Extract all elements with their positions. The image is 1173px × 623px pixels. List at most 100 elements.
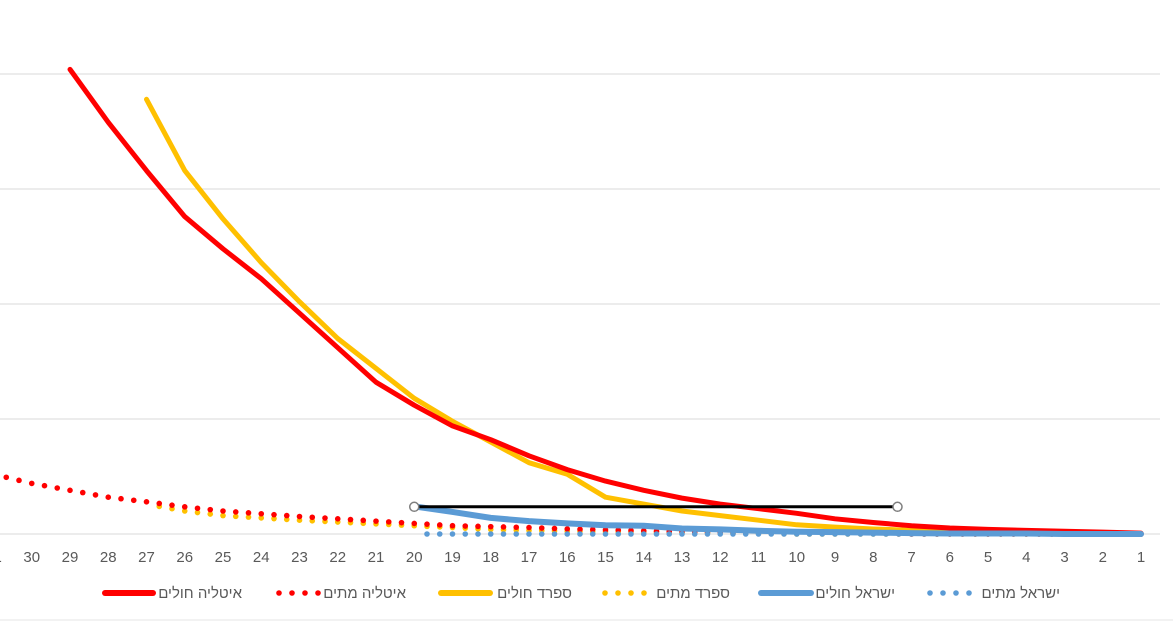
legend-marker xyxy=(953,590,959,596)
data-point xyxy=(360,517,367,524)
legend-marker xyxy=(602,590,608,596)
data-point xyxy=(105,494,112,501)
annotation-handle[interactable] xyxy=(409,501,420,513)
x-tick-label: 23 xyxy=(291,549,308,566)
data-point xyxy=(169,502,175,508)
legend-label: ישראל חולים xyxy=(815,585,895,602)
legend-marker xyxy=(966,590,972,596)
data-point xyxy=(296,513,303,520)
data-point xyxy=(513,524,520,531)
data-point xyxy=(475,523,481,530)
legend-item[interactable]: ישראל מתים xyxy=(927,585,1060,602)
legend-label: ישראל מתים xyxy=(981,585,1060,602)
data-point xyxy=(487,531,494,537)
data-point xyxy=(16,477,22,484)
legend: ישראל מתים ישראל חולים ספרד מתים ספרד חולים… xyxy=(102,585,1060,602)
data-point xyxy=(309,514,316,521)
data-point xyxy=(54,485,61,491)
data-point xyxy=(500,524,507,530)
data-point xyxy=(577,526,583,533)
data-point xyxy=(513,531,520,537)
data-point xyxy=(666,531,673,537)
legend-item[interactable]: איטליה מתים xyxy=(276,585,407,602)
data-point xyxy=(232,509,239,515)
legend-marker xyxy=(315,590,321,596)
data-point xyxy=(551,531,558,537)
x-tick-label: 29 xyxy=(62,549,79,566)
legend-label: ספרד חולים xyxy=(497,585,572,602)
data-point xyxy=(436,531,443,537)
data-point xyxy=(551,525,558,532)
x-tick-label: 12 xyxy=(712,549,729,566)
data-point xyxy=(398,519,405,526)
data-point xyxy=(232,513,239,520)
data-point xyxy=(526,531,532,537)
data-point xyxy=(28,480,35,487)
x-tick-label: 3 xyxy=(1060,549,1068,566)
data-point xyxy=(615,527,622,533)
data-point xyxy=(258,515,265,521)
legend-item[interactable]: ספרד מתים xyxy=(602,585,730,602)
data-point xyxy=(79,489,86,496)
x-tick-label: 7 xyxy=(907,549,915,566)
data-point xyxy=(130,497,137,504)
data-point xyxy=(220,512,226,519)
data-point xyxy=(424,531,430,537)
x-tick-label: 22 xyxy=(329,549,346,566)
data-point xyxy=(424,521,430,527)
x-tick-label: 2 xyxy=(1099,549,1107,566)
data-point xyxy=(538,531,545,537)
data-point xyxy=(67,487,73,494)
data-point xyxy=(220,508,226,514)
data-point xyxy=(500,531,507,537)
x-tick-label: 4 xyxy=(1022,549,1030,566)
data-point xyxy=(538,525,545,531)
series-lines xyxy=(3,66,1144,537)
data-point xyxy=(156,500,163,507)
legend-marker xyxy=(927,590,933,596)
legend-item[interactable]: איטליה חולים xyxy=(102,585,243,602)
data-point xyxy=(679,531,685,537)
series-0-line xyxy=(67,66,1144,536)
x-tick-label: 11 xyxy=(751,549,767,566)
x-tick-label: 20 xyxy=(406,549,423,566)
x-tick-label: 9 xyxy=(831,549,839,566)
data-point xyxy=(207,511,214,517)
data-point xyxy=(564,526,571,532)
x-tick-label: 18 xyxy=(482,549,499,566)
data-point xyxy=(258,510,265,517)
data-point xyxy=(704,531,711,537)
x-tick-label: 1 xyxy=(1137,549,1145,566)
data-point xyxy=(602,527,609,533)
data-point xyxy=(628,531,634,537)
series-4-line xyxy=(411,503,1144,537)
legend-marker xyxy=(276,590,282,596)
data-point xyxy=(194,509,201,516)
data-point xyxy=(118,495,124,502)
data-point xyxy=(271,511,277,518)
data-point xyxy=(207,506,214,513)
x-tick-label: 30 xyxy=(23,549,40,566)
data-point xyxy=(640,531,647,537)
x-tick-label: 28 xyxy=(100,549,117,566)
data-point xyxy=(526,524,532,531)
annotation-segment xyxy=(409,501,903,513)
x-tick-label: 16 xyxy=(559,549,576,566)
data-point xyxy=(283,516,290,523)
data-point xyxy=(271,515,277,522)
data-point xyxy=(475,531,481,537)
annotation-handle[interactable] xyxy=(892,501,903,513)
legend-item[interactable]: ישראל חולים xyxy=(758,585,895,602)
x-tick-label: 26 xyxy=(176,549,193,566)
legend-item[interactable]: ספרד חולים xyxy=(438,585,572,602)
data-point xyxy=(589,526,596,533)
data-point xyxy=(41,482,48,489)
data-point xyxy=(487,523,494,530)
data-point xyxy=(3,474,10,481)
legend-marker xyxy=(628,590,634,596)
data-point xyxy=(245,514,252,520)
legend-label: איטליה חולים xyxy=(158,585,242,602)
x-tick-label: 10 xyxy=(788,549,805,566)
data-point xyxy=(449,522,456,529)
